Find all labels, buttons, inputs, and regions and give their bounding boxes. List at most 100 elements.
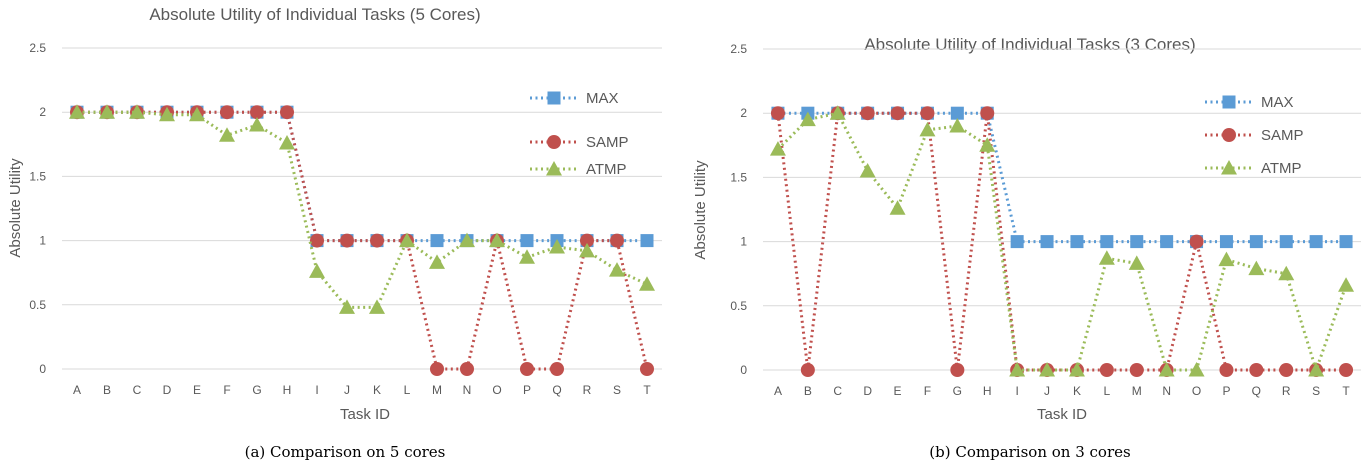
chart-title: Absolute Utility of Individual Tasks (5 … xyxy=(149,5,480,24)
data-point-samp xyxy=(1339,363,1354,377)
x-tick-label: N xyxy=(463,383,472,397)
x-tick-label: M xyxy=(432,383,442,397)
data-point-atmp xyxy=(1278,265,1295,281)
legend-marker-samp xyxy=(547,135,561,149)
x-tick-label: E xyxy=(193,383,201,397)
data-point-samp xyxy=(370,233,384,248)
data-point-samp xyxy=(1249,363,1264,377)
data-point-atmp xyxy=(219,127,235,142)
data-point-max xyxy=(1070,235,1084,249)
data-point-atmp xyxy=(1009,362,1026,377)
x-tick-label: Q xyxy=(1252,384,1261,398)
data-point-samp xyxy=(550,362,564,376)
data-point-samp xyxy=(860,106,875,121)
data-point-atmp xyxy=(69,104,85,119)
data-point-samp xyxy=(340,233,354,248)
x-tick-label: K xyxy=(1073,384,1081,398)
chart-b-svg: Absolute Utility of Individual Tasks (3 … xyxy=(692,35,1361,461)
x-tick-label: P xyxy=(523,383,531,397)
x-tick-label: O xyxy=(1192,384,1201,398)
x-tick-label: Q xyxy=(552,383,561,397)
data-point-atmp xyxy=(1248,260,1265,276)
data-point-samp xyxy=(580,233,594,248)
data-point-max xyxy=(1219,235,1233,249)
x-tick-label: N xyxy=(1162,384,1171,398)
data-point-atmp xyxy=(1039,362,1056,377)
y-tick-label: 2.5 xyxy=(29,41,46,55)
data-point-atmp xyxy=(429,254,445,269)
chart-panel-a: Absolute Utility of Individual Tasks (5 … xyxy=(7,5,662,461)
data-point-atmp xyxy=(1338,277,1355,292)
data-point-samp xyxy=(220,105,234,120)
data-point-max xyxy=(430,234,444,248)
data-point-atmp xyxy=(279,135,295,150)
legend: MAX SAMP ATMP xyxy=(530,90,629,178)
chart-a-svg: Absolute Utility of Individual Tasks (5 … xyxy=(7,5,662,461)
data-point-atmp xyxy=(249,117,265,132)
y-tick-labels: 0 0.5 1 1.5 2 2.5 xyxy=(29,41,46,376)
data-point-atmp xyxy=(1218,251,1235,267)
y-tick-label: 1.5 xyxy=(29,169,46,183)
data-point-atmp xyxy=(949,118,966,133)
x-tick-label: S xyxy=(613,383,621,397)
data-point-atmp xyxy=(489,232,505,248)
x-tick-labels: A B C D E F G H I J K L M N O P Q R S T xyxy=(774,384,1350,398)
x-tick-label: E xyxy=(894,384,902,398)
x-tick-label: I xyxy=(1015,384,1018,398)
data-point-atmp xyxy=(919,121,936,137)
data-point-max xyxy=(1100,235,1114,249)
data-point-samp xyxy=(1279,363,1294,377)
y-tick-label: 0 xyxy=(740,363,747,377)
x-tick-label: D xyxy=(163,383,172,397)
data-point-atmp xyxy=(189,106,205,122)
data-point-atmp xyxy=(519,249,535,264)
data-point-atmp xyxy=(639,276,655,291)
data-point-max xyxy=(1339,235,1353,249)
data-point-samp xyxy=(640,362,654,376)
y-tick-label: 0 xyxy=(39,362,46,376)
gridlines xyxy=(62,47,662,370)
chart-title: Absolute Utility of Individual Tasks (3 … xyxy=(864,35,1195,54)
data-point-atmp xyxy=(799,111,816,127)
x-tick-label: R xyxy=(583,383,592,397)
y-tick-label: 0.5 xyxy=(29,298,46,312)
data-point-samp xyxy=(310,233,324,248)
y-tick-label: 2.5 xyxy=(730,42,747,56)
data-point-samp xyxy=(1099,363,1114,377)
figure-caption: (b) Comparison on 3 cores xyxy=(929,443,1130,461)
legend-label-samp: SAMP xyxy=(1261,127,1304,144)
data-point-max xyxy=(520,234,534,248)
data-point-atmp xyxy=(1308,362,1325,377)
x-tick-label: I xyxy=(315,383,318,397)
x-tick-label: G xyxy=(953,384,962,398)
data-point-atmp xyxy=(159,106,175,122)
data-point-samp xyxy=(920,106,935,121)
data-point-atmp xyxy=(399,232,415,248)
data-point-samp xyxy=(250,105,264,120)
data-point-atmp xyxy=(609,262,625,277)
legend-label-atmp: ATMP xyxy=(1261,160,1302,177)
x-tick-label: B xyxy=(103,383,111,397)
data-point-atmp xyxy=(369,299,385,314)
data-point-max xyxy=(1040,235,1054,249)
x-tick-label: H xyxy=(283,383,292,397)
x-tick-label: L xyxy=(404,383,411,397)
data-point-atmp xyxy=(309,263,325,278)
data-point-max xyxy=(1160,235,1174,249)
legend-marker-atmp xyxy=(546,161,562,176)
data-point-samp xyxy=(610,233,624,248)
data-point-atmp xyxy=(1098,250,1115,265)
legend-label-samp: SAMP xyxy=(586,134,629,151)
data-point-atmp xyxy=(829,105,846,120)
data-point-atmp xyxy=(99,104,115,119)
x-tick-labels: A B C D E F G H I J K L M N O P Q R S T xyxy=(73,383,651,397)
data-point-max xyxy=(1010,235,1024,249)
x-tick-label: M xyxy=(1132,384,1142,398)
data-point-samp xyxy=(800,363,815,377)
series-atmp xyxy=(69,104,655,314)
data-point-samp xyxy=(1189,234,1204,249)
y-tick-label: 2 xyxy=(740,106,747,120)
data-point-samp xyxy=(520,362,534,376)
data-point-atmp xyxy=(859,162,876,178)
y-tick-label: 2 xyxy=(39,105,46,119)
